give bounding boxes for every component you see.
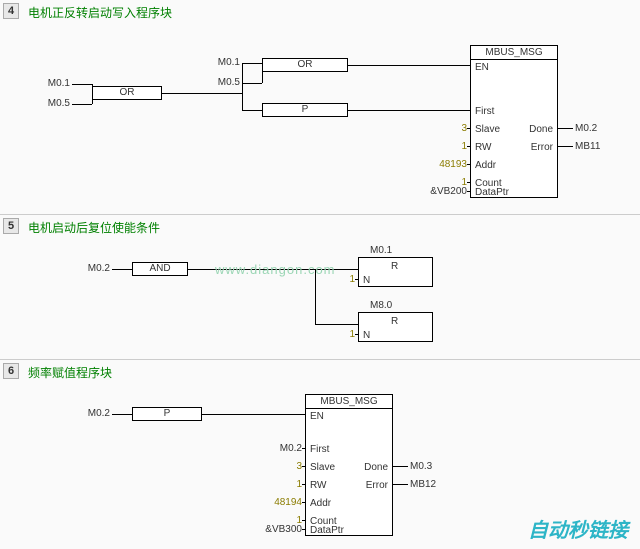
wire <box>302 484 305 485</box>
n-value: 1 <box>340 329 355 340</box>
wire <box>315 324 358 325</box>
fb-pin-first: First <box>310 444 329 455</box>
rung-title: 电机启动后复位使能条件 <box>28 219 160 236</box>
output-label: M0.2 <box>575 123 597 134</box>
param-value: &VB300 <box>248 524 302 535</box>
contact-label: M0.1 <box>210 57 240 68</box>
wire <box>393 484 408 485</box>
wire <box>72 104 92 105</box>
or-box: OR <box>92 86 162 100</box>
contact-label: M0.2 <box>80 263 110 274</box>
r-label: R <box>391 261 398 272</box>
param-value: 1 <box>258 479 302 490</box>
wire <box>348 110 470 111</box>
wire <box>242 63 262 64</box>
or-box: OR <box>262 58 348 72</box>
wire <box>302 520 305 521</box>
contact-label: M0.2 <box>80 408 110 419</box>
fb-title: MBUS_MSG <box>306 395 392 409</box>
param-value: 48194 <box>258 497 302 508</box>
fb-pin-error: Error <box>531 142 553 153</box>
param-value: 48193 <box>425 159 467 170</box>
n-value: 1 <box>340 274 355 285</box>
param-value: 1 <box>425 141 467 152</box>
rung-number: 6 <box>3 363 19 379</box>
wire <box>112 414 132 415</box>
wire <box>467 164 470 165</box>
wire <box>112 269 132 270</box>
wire <box>202 414 305 415</box>
wire <box>348 65 470 66</box>
output-label: M0.3 <box>410 461 432 472</box>
wire <box>302 448 305 449</box>
r-label: R <box>391 316 398 327</box>
fb-pin-first: First <box>475 106 494 117</box>
wire <box>355 279 358 280</box>
and-box: AND <box>132 262 188 276</box>
coil-label: M0.1 <box>370 245 400 256</box>
wire <box>72 84 92 85</box>
contact-label: M0.1 <box>40 78 70 89</box>
brand-watermark: 自动秒链接 <box>528 514 628 543</box>
watermark-text: www.diangon.com <box>215 262 336 277</box>
wire <box>467 146 470 147</box>
fb-title: MBUS_MSG <box>471 46 557 60</box>
fb-pin-done: Done <box>364 462 388 473</box>
n-label: N <box>363 330 370 341</box>
n-label: N <box>363 275 370 286</box>
fb-pin-addr: Addr <box>310 498 331 509</box>
wire <box>242 93 243 110</box>
p-box: P <box>262 103 348 117</box>
output-label: MB11 <box>575 141 600 152</box>
rung-5: 5 电机启动后复位使能条件 M0.2 AND www.diangon.com M… <box>0 215 640 360</box>
param-value: 3 <box>258 461 302 472</box>
fb-pin-rw: RW <box>475 142 491 153</box>
fb-pin-en: EN <box>475 62 489 73</box>
wire <box>558 146 573 147</box>
fb-pin-en: EN <box>310 411 324 422</box>
fb-pin-slave: Slave <box>475 124 500 135</box>
rung-number: 5 <box>3 218 19 234</box>
wire <box>302 529 305 530</box>
contact-label: M0.5 <box>40 98 70 109</box>
fb-pin-done: Done <box>529 124 553 135</box>
reset-coil: R N <box>358 257 433 287</box>
param-value: &VB200 <box>415 186 467 197</box>
param-value: M0.2 <box>258 443 302 454</box>
rung-title: 电机正反转启动写入程序块 <box>28 4 172 21</box>
rung-title: 频率赋值程序块 <box>28 364 112 381</box>
wire <box>467 191 470 192</box>
output-label: MB12 <box>410 479 436 490</box>
wire <box>558 128 573 129</box>
wire <box>242 83 262 84</box>
rung-number: 4 <box>3 3 19 19</box>
contact-label: M0.5 <box>210 77 240 88</box>
coil-label: M8.0 <box>370 300 400 311</box>
rung-4: 4 电机正反转启动写入程序块 M0.1 M0.5 OR M0.1 M0.5 OR… <box>0 0 640 215</box>
fb-pin-dataptr: DataPtr <box>475 187 509 198</box>
mbus-msg-block: MBUS_MSG EN First Slave RW Addr Count Da… <box>305 394 393 536</box>
wire <box>302 466 305 467</box>
wire <box>162 93 242 94</box>
wire <box>393 466 408 467</box>
p-box: P <box>132 407 202 421</box>
wire <box>467 128 470 129</box>
fb-pin-slave: Slave <box>310 462 335 473</box>
wire <box>302 502 305 503</box>
wire <box>242 110 262 111</box>
reset-coil: R N <box>358 312 433 342</box>
fb-pin-dataptr: DataPtr <box>310 525 344 536</box>
param-value: 3 <box>425 123 467 134</box>
wire <box>355 334 358 335</box>
fb-pin-addr: Addr <box>475 160 496 171</box>
mbus-msg-block: MBUS_MSG EN First Slave RW Addr Count Da… <box>470 45 558 198</box>
fb-pin-error: Error <box>366 480 388 491</box>
wire <box>467 182 470 183</box>
wire <box>315 269 316 324</box>
fb-pin-rw: RW <box>310 480 326 491</box>
